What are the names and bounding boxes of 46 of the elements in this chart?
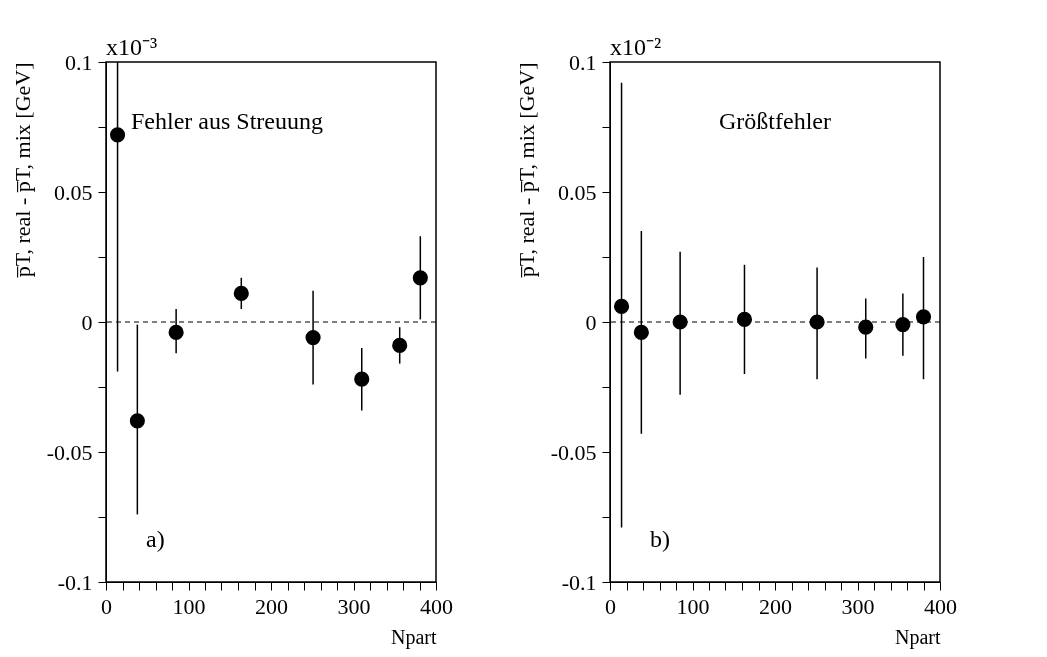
point bbox=[412, 270, 428, 286]
point bbox=[305, 330, 321, 346]
point bbox=[354, 371, 370, 387]
y-tick-label: -0.1 bbox=[57, 569, 93, 595]
annotation: a) bbox=[146, 526, 165, 552]
y-tick-label: -0.05 bbox=[550, 439, 597, 465]
text: x10⁻³ bbox=[106, 34, 158, 60]
point bbox=[392, 337, 408, 353]
point bbox=[109, 127, 126, 143]
point bbox=[633, 324, 649, 340]
annotation: b) bbox=[650, 526, 670, 552]
y-tick-label: 0.1 bbox=[569, 49, 597, 75]
annotation: Größtfehler bbox=[719, 108, 831, 134]
y-tick-label: 0.1 bbox=[65, 49, 93, 75]
point bbox=[809, 314, 825, 330]
text: x10⁻² bbox=[610, 34, 662, 60]
y-tick-label: -0.05 bbox=[46, 439, 93, 465]
x-tick-label: 200 bbox=[759, 593, 792, 619]
point bbox=[915, 309, 932, 325]
point bbox=[129, 413, 145, 429]
x-tick-label: 300 bbox=[337, 593, 371, 619]
x-tick-label: 0 bbox=[605, 593, 616, 619]
point bbox=[672, 314, 688, 330]
x-tick-label: 300 bbox=[841, 593, 875, 619]
point bbox=[895, 317, 911, 333]
y-axis-title: p̅T, real - p̅T, mix [GeV] bbox=[9, 62, 35, 278]
point bbox=[736, 311, 753, 327]
x-tick-label: 100 bbox=[172, 593, 206, 619]
x-axis-title: Npart bbox=[894, 625, 941, 649]
x-axis-title: Npart bbox=[390, 625, 437, 649]
x-tick-label: 400 bbox=[420, 593, 453, 619]
x-tick-label: 0 bbox=[101, 593, 112, 619]
point bbox=[233, 285, 249, 301]
point bbox=[613, 298, 630, 314]
y-tick-label: 0 bbox=[81, 309, 93, 335]
x-tick-label: 200 bbox=[255, 593, 288, 619]
x-tick-label: 400 bbox=[924, 593, 957, 619]
y-tick-label: -0.1 bbox=[561, 569, 597, 595]
point bbox=[168, 324, 184, 340]
y-tick-label: 0.05 bbox=[54, 179, 93, 205]
y-tick-label: 0.05 bbox=[558, 179, 597, 205]
x-tick-label: 100 bbox=[676, 593, 710, 619]
y-axis-title: p̅T, real - p̅T, mix [GeV] bbox=[513, 62, 539, 278]
point bbox=[858, 319, 874, 335]
y-tick-label: 0 bbox=[585, 309, 597, 335]
annotation: Fehler aus Streuung bbox=[131, 108, 323, 134]
